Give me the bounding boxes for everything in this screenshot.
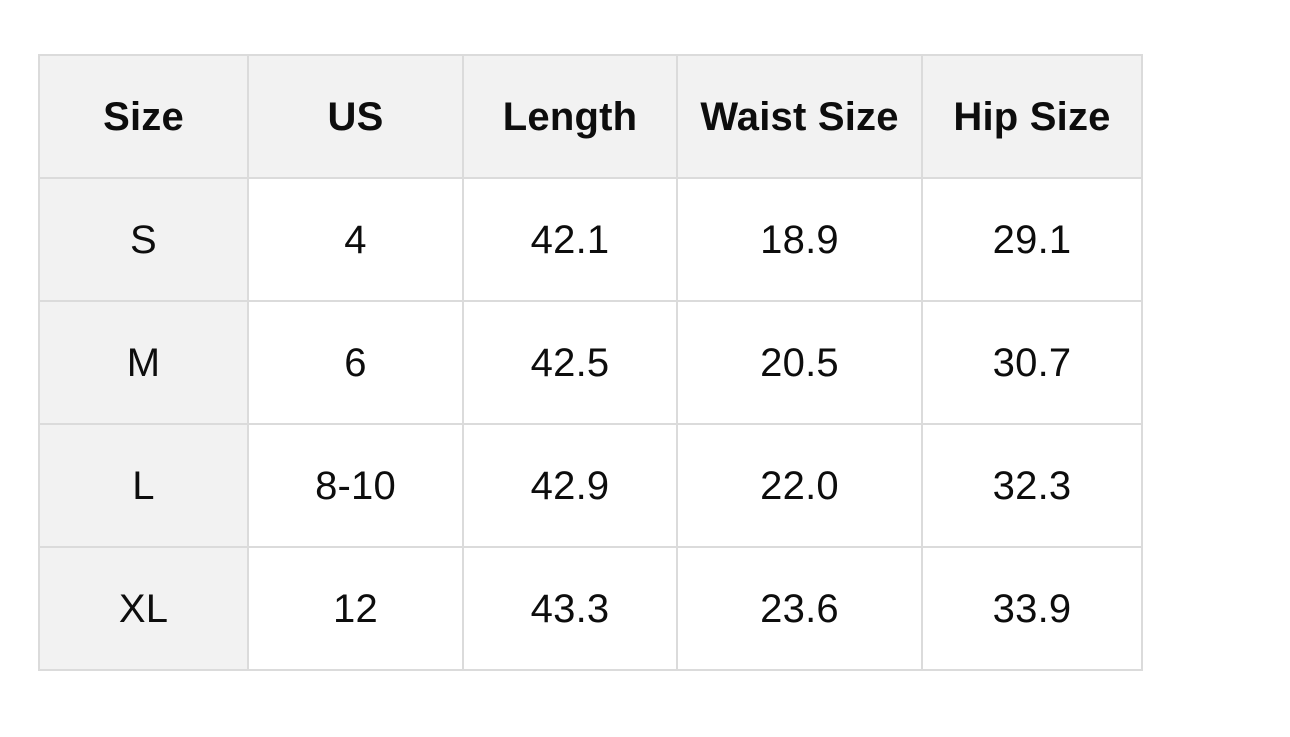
table-cell-xl-us: 12 [247, 546, 464, 671]
header-cell-size: Size [38, 54, 249, 179]
header-row: Size US Length Waist Size Hip Size [38, 54, 1143, 179]
table-cell-xl-length: 43.3 [462, 546, 678, 671]
table-cell-l-us: 8-10 [247, 423, 464, 548]
table-cell-s-length: 42.1 [462, 177, 678, 302]
table-row-m: M 6 42.5 20.5 30.7 [38, 300, 1143, 425]
row-label-xl: XL [38, 546, 249, 671]
header-cell-hip-size: Hip Size [921, 54, 1143, 179]
row-label-s: S [38, 177, 249, 302]
table-cell-xl-waist: 23.6 [676, 546, 923, 671]
table-row-l: L 8-10 42.9 22.0 32.3 [38, 423, 1143, 548]
table-cell-l-hip: 32.3 [921, 423, 1143, 548]
header-cell-length: Length [462, 54, 678, 179]
table-cell-l-length: 42.9 [462, 423, 678, 548]
table-cell-m-waist: 20.5 [676, 300, 923, 425]
header-cell-waist-size: Waist Size [676, 54, 923, 179]
table-cell-xl-hip: 33.9 [921, 546, 1143, 671]
header-cell-us: US [247, 54, 464, 179]
row-label-m: M [38, 300, 249, 425]
table-row-s: S 4 42.1 18.9 29.1 [38, 177, 1143, 302]
table-cell-s-us: 4 [247, 177, 464, 302]
size-chart-table: Size US Length Waist Size Hip Size S 4 4… [38, 54, 1143, 671]
table-cell-s-hip: 29.1 [921, 177, 1143, 302]
table-cell-m-us: 6 [247, 300, 464, 425]
table-cell-l-waist: 22.0 [676, 423, 923, 548]
table-cell-s-waist: 18.9 [676, 177, 923, 302]
row-label-l: L [38, 423, 249, 548]
table-row-xl: XL 12 43.3 23.6 33.9 [38, 546, 1143, 671]
table-cell-m-hip: 30.7 [921, 300, 1143, 425]
table-cell-m-length: 42.5 [462, 300, 678, 425]
